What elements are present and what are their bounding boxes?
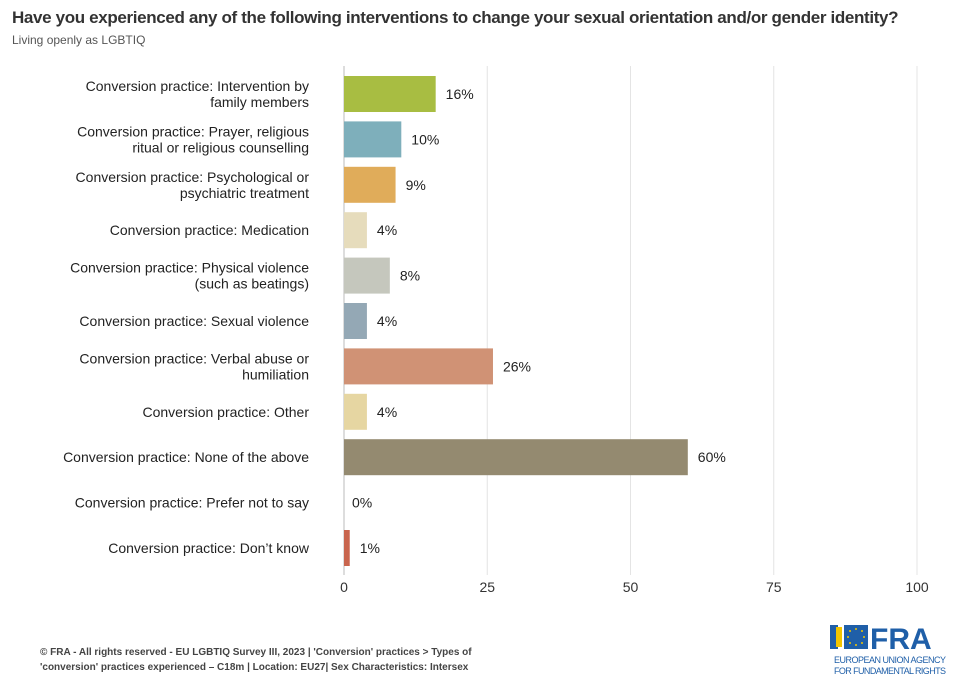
chart-subtitle: Living openly as LGBTIQ xyxy=(12,33,146,47)
category-label: Conversion practice: Psychological or psy… xyxy=(76,169,310,201)
svg-text:EUROPEAN UNION AGENCY: EUROPEAN UNION AGENCY xyxy=(834,655,946,665)
x-tick-label: 0 xyxy=(340,579,348,595)
data-label: 8% xyxy=(400,268,420,284)
bar xyxy=(344,212,367,249)
category-label: Conversion practice: Prayer, religious ri… xyxy=(77,123,309,155)
data-label: 60% xyxy=(698,449,726,465)
category-label: Conversion practice: Verbal abuse or humi… xyxy=(79,350,309,382)
data-label: 0% xyxy=(352,495,372,511)
chart-title: Have you experienced any of the followin… xyxy=(12,8,899,27)
x-tick-label: 25 xyxy=(479,579,495,595)
bar xyxy=(344,257,390,294)
footer-line-1: © FRA - All rights reserved - EU LGBTIQ … xyxy=(40,647,472,658)
category-label: Conversion practice: Prefer not to say xyxy=(75,495,309,511)
svg-text:FOR FUNDAMENTAL RIGHTS: FOR FUNDAMENTAL RIGHTS xyxy=(834,666,946,676)
data-label: 4% xyxy=(377,404,397,420)
bar xyxy=(344,393,367,430)
category-label: Conversion practice: Physical violence (s… xyxy=(70,260,309,292)
x-tick-label: 50 xyxy=(623,579,639,595)
data-label: 4% xyxy=(377,222,397,238)
bar xyxy=(344,530,350,566)
footer-source: © FRA - All rights reserved - EU LGBTIQ … xyxy=(40,645,560,675)
data-label: 4% xyxy=(377,313,397,329)
fra-logo: FRA EUROPEAN UNION AGENCY FOR FUNDAMENTA… xyxy=(830,623,946,676)
data-label: 9% xyxy=(406,177,426,193)
bar xyxy=(344,439,688,476)
bar xyxy=(344,166,396,203)
category-label: Conversion practice: Intervention by fami… xyxy=(86,78,309,110)
data-label: 10% xyxy=(411,131,439,147)
category-label: Conversion practice: Other xyxy=(142,404,309,420)
x-tick-label: 75 xyxy=(766,579,782,595)
data-label: 16% xyxy=(446,86,474,102)
x-tick-label: 100 xyxy=(905,579,929,595)
data-label: 26% xyxy=(503,358,531,374)
footer-line-2: 'conversion' practices experienced – C18… xyxy=(40,662,469,673)
category-label: Conversion practice: Medication xyxy=(110,222,309,238)
data-label: 1% xyxy=(360,540,380,556)
category-label: Conversion practice: Don’t know xyxy=(108,540,310,556)
bar xyxy=(344,76,436,112)
bar-chart: 0 25 50 75 100 Conversion practice: Intervent… xyxy=(63,66,929,595)
category-label: Conversion practice: Sexual violence xyxy=(79,313,309,329)
bar xyxy=(344,121,402,158)
bar xyxy=(344,303,367,339)
svg-text:FRA: FRA xyxy=(870,623,932,656)
category-label: Conversion practice: None of the above xyxy=(63,449,309,465)
bar xyxy=(344,348,493,385)
